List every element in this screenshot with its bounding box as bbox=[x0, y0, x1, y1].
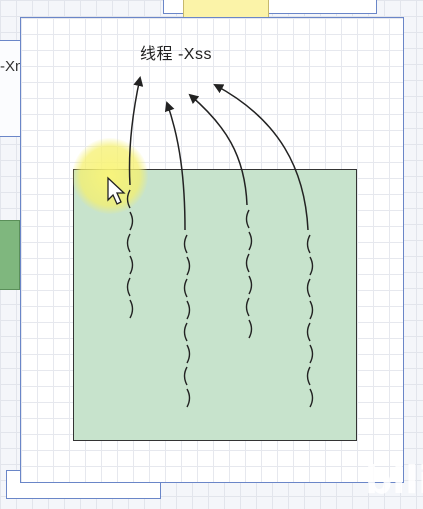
watermark: bili bbox=[365, 458, 423, 502]
stack-frame bbox=[245, 209, 250, 229]
stack-frame bbox=[186, 344, 191, 364]
left-fragment-text: -Xn bbox=[0, 58, 24, 75]
stack-frame bbox=[186, 388, 191, 408]
stack-frame bbox=[245, 297, 250, 317]
stack-frame bbox=[126, 277, 131, 297]
stack-frame bbox=[183, 234, 188, 254]
thread-label: 线程 -Xss bbox=[140, 46, 212, 63]
thread-arrow-4 bbox=[213, 84, 309, 231]
process-memory-box bbox=[73, 169, 357, 441]
stack-frame bbox=[129, 255, 134, 275]
cursor-highlight bbox=[72, 138, 148, 214]
stack-frame bbox=[245, 253, 250, 273]
stack-frame bbox=[186, 300, 191, 320]
stack-frame bbox=[309, 344, 314, 364]
stack-frame bbox=[248, 231, 253, 251]
thread-arrow-1 bbox=[128, 76, 144, 186]
stack-frame bbox=[126, 233, 131, 253]
stack-frame bbox=[306, 322, 311, 342]
stack-frame bbox=[306, 366, 311, 386]
stack-frame bbox=[306, 234, 311, 254]
stack-frame bbox=[183, 278, 188, 298]
thread-arrow-3 bbox=[188, 93, 248, 206]
stack-frame bbox=[186, 256, 191, 276]
stack-frame bbox=[248, 319, 253, 339]
stack-frame bbox=[129, 211, 134, 231]
stack-frame bbox=[309, 300, 314, 320]
stack-frame bbox=[129, 299, 134, 319]
stack-frame bbox=[309, 256, 314, 276]
stack-frame bbox=[248, 275, 253, 295]
pointer-cursor-icon bbox=[107, 176, 126, 205]
stack-frame bbox=[183, 366, 188, 386]
stack-frame bbox=[309, 388, 314, 408]
stack-frame bbox=[183, 322, 188, 342]
left-green-block bbox=[0, 220, 20, 290]
thread-arrow-2 bbox=[164, 101, 186, 231]
stack-frame bbox=[306, 278, 311, 298]
stack-frame bbox=[126, 189, 131, 209]
